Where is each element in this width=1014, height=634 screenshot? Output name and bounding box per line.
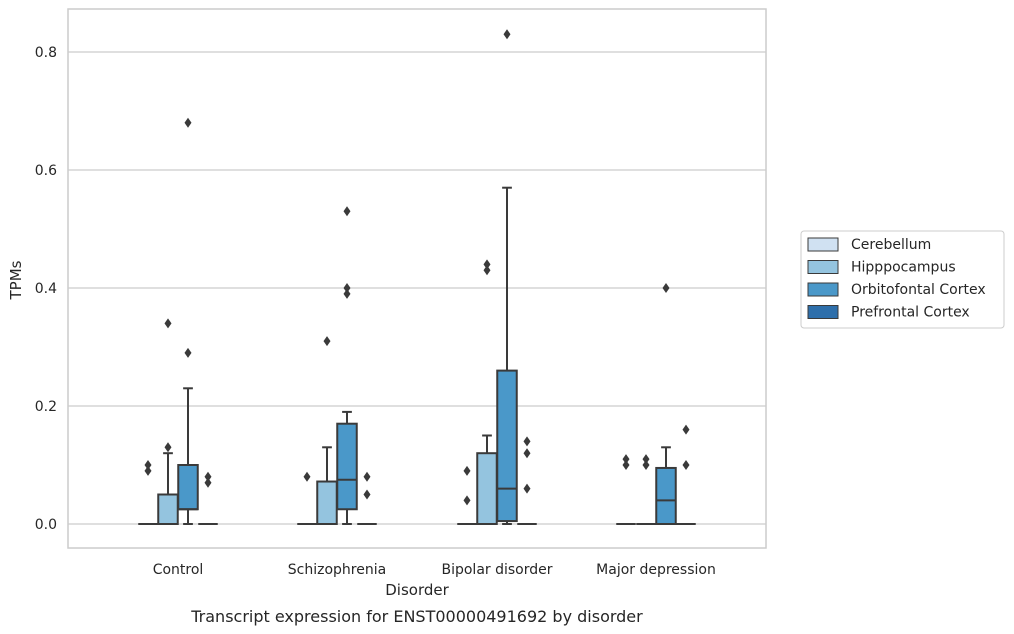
legend-swatch (807, 260, 839, 274)
outlier-point (622, 454, 630, 465)
x-axis-label: Disorder (385, 581, 449, 599)
box (476, 452, 498, 526)
box (496, 369, 518, 523)
box-group (496, 29, 518, 525)
outlier-point (164, 442, 172, 453)
legend-label: Orbitofontal Cortex (851, 282, 986, 298)
legend-label: Hipppocampus (851, 260, 956, 276)
legend-label: Cerebellum (851, 237, 931, 253)
box-group (457, 465, 477, 525)
y-axis-ticks: 0.0 0.2 0.4 0.6 0.8 (35, 45, 57, 533)
outlier-point (343, 288, 351, 299)
outlier-point (204, 471, 212, 482)
outlier-point (303, 471, 311, 482)
box-group (157, 318, 179, 525)
outlier-point (483, 259, 491, 270)
box-group (177, 117, 199, 525)
x-axis-ticks: Control Schizophrenia Bipolar disorder Majo… (153, 562, 716, 578)
outlier-point (343, 206, 351, 217)
outlier-point (363, 489, 371, 500)
outlier-point (642, 460, 650, 470)
outlier-point (363, 471, 371, 482)
box-plots (138, 29, 696, 526)
box-group (198, 471, 218, 525)
outlier-point (184, 117, 192, 128)
box (177, 464, 199, 511)
box (316, 480, 338, 525)
outlier-point (463, 465, 471, 476)
outlier-point (144, 460, 152, 470)
box-group (297, 471, 317, 525)
box (655, 466, 677, 526)
outlier-point (144, 465, 152, 476)
box-group (636, 454, 656, 525)
outlier-point (642, 454, 650, 465)
box (157, 493, 179, 525)
outlier-point (682, 424, 690, 435)
legend-label: Prefrontal Cortex (851, 305, 970, 321)
box-group (517, 436, 537, 525)
outlier-point (184, 347, 192, 358)
box-group (336, 206, 358, 525)
y-tick-label: 0.4 (35, 281, 57, 297)
x-tick-label: Bipolar disorder (441, 562, 552, 578)
outlier-point (503, 29, 511, 40)
y-axis-label: TPMs (7, 260, 25, 300)
legend: Cerebellum Hipppocampus Orbitofontal Corte… (800, 230, 1005, 329)
outlier-point (523, 448, 531, 459)
box-group (655, 283, 677, 526)
box-group (357, 471, 377, 525)
outlier-point (204, 477, 212, 488)
y-tick-label: 0.0 (35, 517, 57, 533)
legend-swatch (807, 237, 839, 252)
box-group (316, 336, 338, 525)
box-group (676, 424, 696, 525)
outlier-point (523, 483, 531, 494)
box-group (138, 460, 158, 525)
outlier-point (463, 495, 471, 506)
outlier-point (164, 318, 172, 329)
box-group (616, 454, 636, 525)
outlier-point (523, 436, 531, 447)
legend-swatch (807, 305, 839, 319)
outlier-point (622, 460, 630, 470)
x-tick-label: Major depression (596, 562, 716, 578)
outlier-point (662, 283, 670, 293)
outlier-point (343, 283, 351, 293)
outlier-point (483, 265, 491, 276)
legend-frame (800, 230, 1005, 329)
outlier-point (323, 336, 331, 347)
chart-caption: Transcript expression for ENST0000049169… (190, 607, 643, 626)
box-group (476, 259, 498, 526)
y-tick-label: 0.2 (35, 399, 57, 415)
box (336, 422, 358, 511)
y-tick-label: 0.6 (35, 163, 57, 179)
plot-frame (67, 8, 767, 549)
y-tick-label: 0.8 (35, 45, 57, 61)
x-tick-label: Control (153, 562, 204, 578)
legend-swatch (807, 282, 839, 297)
x-tick-label: Schizophrenia (288, 562, 386, 578)
outlier-point (682, 460, 690, 470)
